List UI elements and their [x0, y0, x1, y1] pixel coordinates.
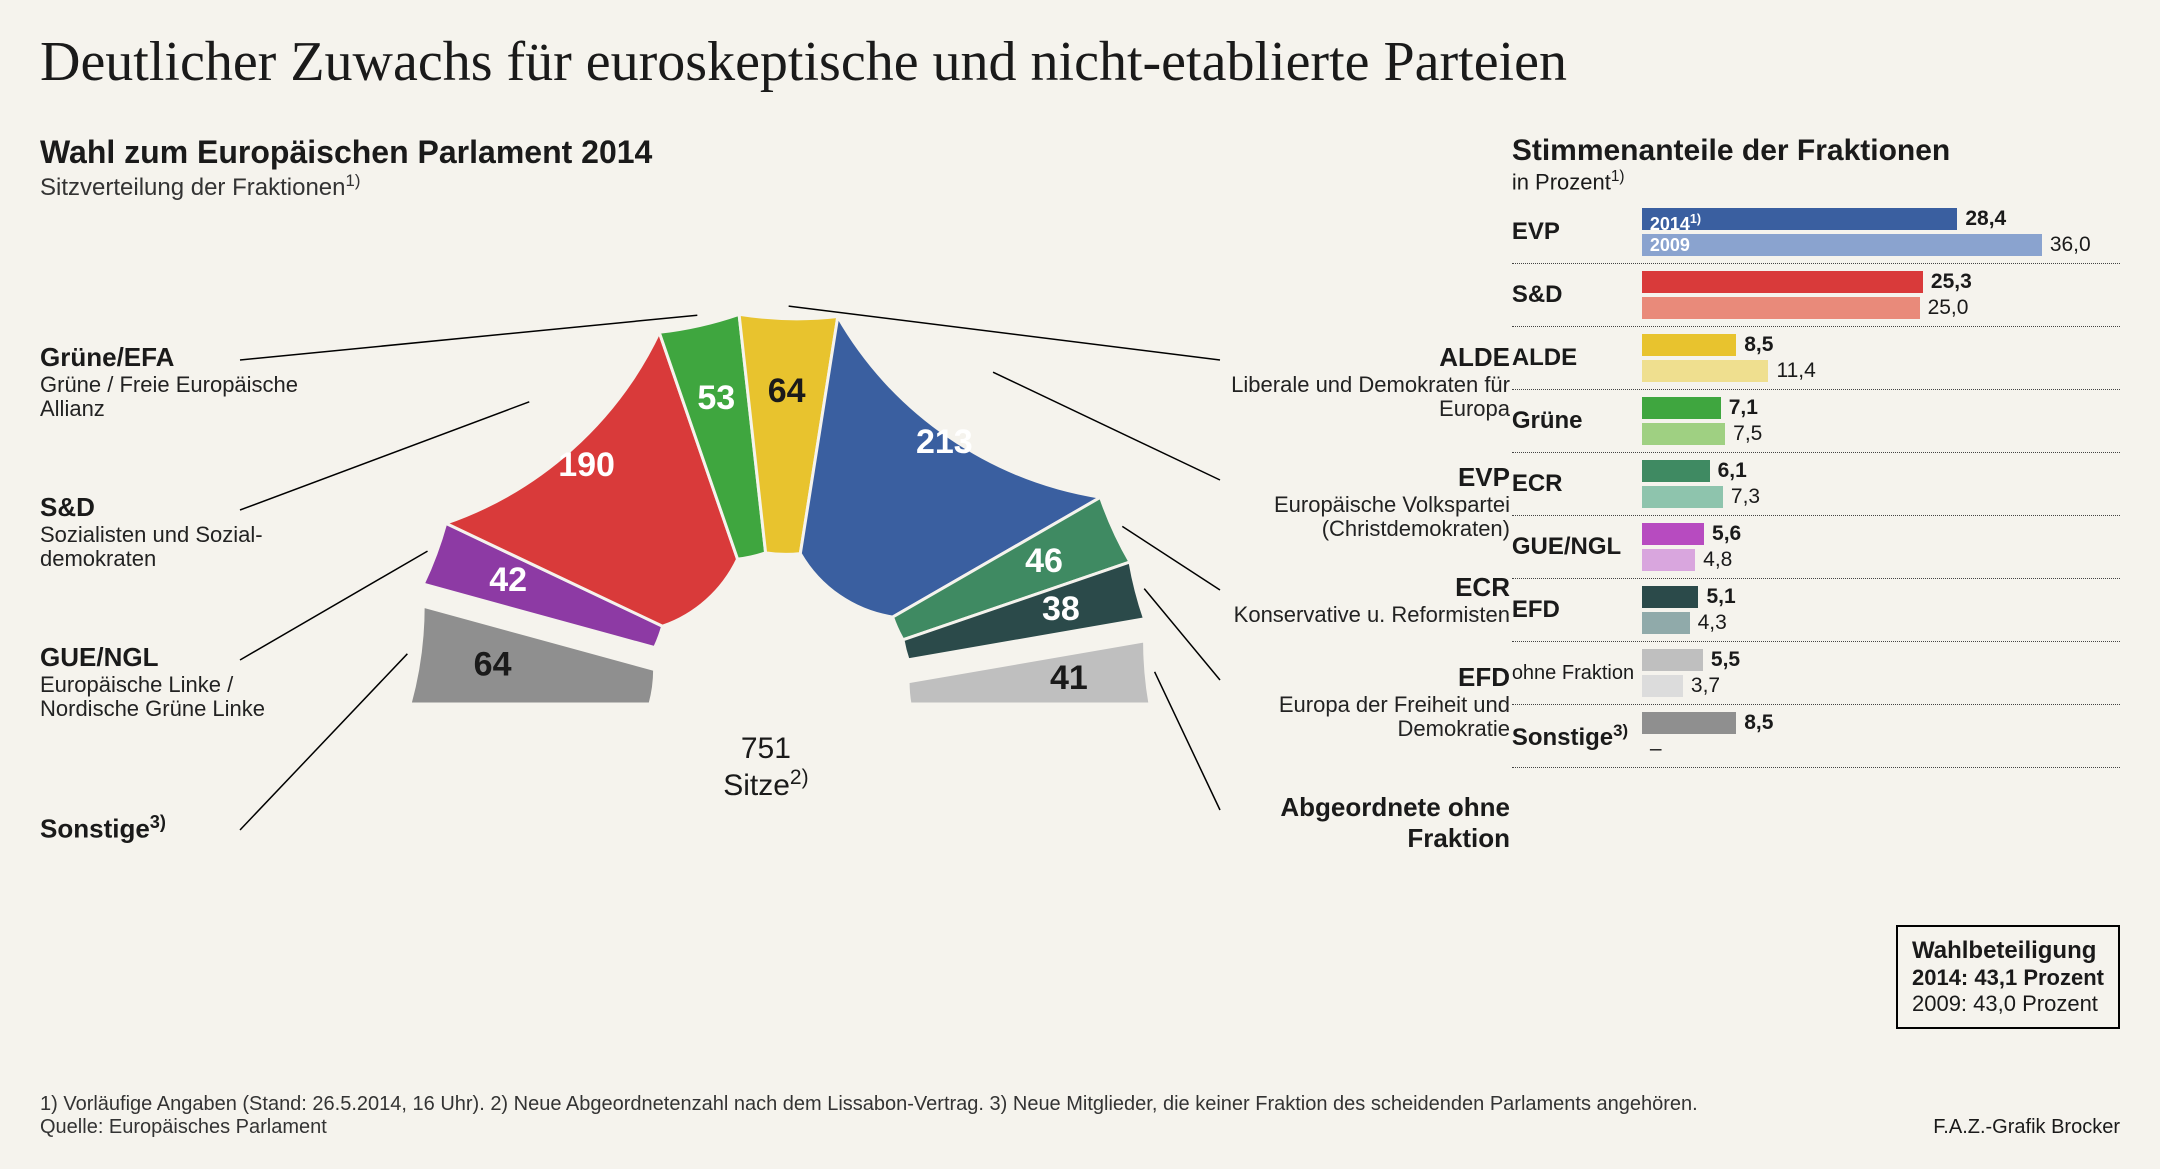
bar-row: EVP20141) 28,4 2009 36,0 [1512, 201, 2120, 264]
bar-2009 [1642, 486, 1723, 508]
bar-label: EVP [1512, 218, 1642, 246]
bar-value-2014: 5,5 [1711, 648, 1740, 672]
bar-value-2009: 25,0 [1928, 296, 1969, 320]
bar-label: ECR [1512, 470, 1642, 498]
bar-value-2014: 6,1 [1718, 459, 1747, 483]
bar-2014 [1642, 397, 1721, 419]
bar-2009 [1642, 612, 1690, 634]
bar-value-2014: 5,6 [1712, 522, 1741, 546]
bar-label: S&D [1512, 281, 1642, 309]
bar-value-2014: 8,5 [1744, 711, 1773, 735]
bar-2009 [1642, 549, 1695, 571]
bar-row: Grüne 7,17,5 [1512, 390, 2120, 453]
bar-2009 [1642, 423, 1725, 445]
bar-value-2014: 28,4 [1965, 207, 2006, 231]
bar-row: S&D 25,325,0 [1512, 264, 2120, 327]
turnout-box: Wahlbeteiligung 2014: 43,1 Prozent 2009:… [1896, 925, 2120, 1029]
bar-value-2009: 4,3 [1698, 611, 1727, 635]
bar-value-2009: 7,3 [1731, 485, 1760, 509]
bar-2014 [1642, 460, 1710, 482]
bar-2014 [1642, 586, 1699, 608]
left-subtitle: Sitzverteilung der Fraktionen1) [40, 171, 1492, 202]
bar-label: EFD [1512, 596, 1642, 624]
seat-count: 190 [558, 446, 615, 484]
bar-chart: EVP20141)28,4200936,0S&D25,325,0ALDE8,51… [1512, 201, 2120, 768]
bar-2009 [1642, 360, 1769, 382]
bar-2014 [1642, 271, 1923, 293]
bar-row: Sonstige3)8,5– [1512, 705, 2120, 768]
turnout-heading: Wahlbeteiligung [1912, 937, 2104, 965]
seat-count: 64 [474, 645, 512, 683]
bar-value-2014: 8,5 [1744, 333, 1773, 357]
bar-row: EFD 5,14,3 [1512, 579, 2120, 642]
bar-value-2009: 11,4 [1776, 359, 1815, 383]
bar-2014: 20141) [1642, 208, 1958, 230]
bar-2009: 2009 [1642, 234, 2042, 256]
bar-row: ohne Fraktion 5,53,7 [1512, 642, 2120, 705]
bar-value-2009: 36,0 [2050, 233, 2091, 257]
bar-label: ALDE [1512, 344, 1642, 372]
credit: F.A.Z.-Grafik Brocker [1933, 1116, 2120, 1139]
seat-count: 64 [768, 372, 806, 410]
seat-count: 46 [1025, 542, 1063, 580]
seat-count: 53 [697, 379, 735, 417]
hemicycle-chart: 751 Sitze2) Sonstige3)GUE/NGLEuropäische… [40, 212, 1492, 862]
bar-2009 [1642, 297, 1920, 319]
right-title: Stimmenanteile der Fraktionen [1512, 134, 2120, 168]
right-subtitle: in Prozent1) [1512, 168, 2120, 195]
bar-row: ALDE 8,511,4 [1512, 327, 2120, 390]
bar-value-2014: 25,3 [1931, 270, 1972, 294]
bar-label: ohne Fraktion [1512, 663, 1642, 683]
bar-2014 [1642, 712, 1736, 734]
seat-count: 41 [1050, 659, 1088, 697]
bar-value-2009: 7,5 [1733, 422, 1762, 446]
bar-row: GUE/NGL 5,64,8 [1512, 516, 2120, 579]
headline: Deutlicher Zuwachs für euroskeptische un… [40, 30, 2120, 94]
bar-row: ECR 6,17,3 [1512, 453, 2120, 516]
bar-2014 [1642, 523, 1704, 545]
bar-value-2014: 7,1 [1729, 396, 1758, 420]
bar-value-2014: 5,1 [1706, 585, 1735, 609]
bar-2014 [1642, 649, 1703, 671]
bar-label: Sonstige3) [1512, 721, 1642, 752]
seat-count: 213 [916, 423, 973, 461]
seat-count: 38 [1042, 590, 1080, 628]
bar-2014 [1642, 334, 1736, 356]
seat-count: 42 [489, 561, 527, 599]
bar-2009 [1642, 675, 1683, 697]
footnotes: 1) Vorläufige Angaben (Stand: 26.5.2014,… [40, 1093, 2120, 1139]
bar-value-2009: 3,7 [1691, 674, 1720, 698]
bar-label: GUE/NGL [1512, 533, 1642, 561]
bar-label: Grüne [1512, 407, 1642, 435]
left-title: Wahl zum Europäischen Parlament 2014 [40, 134, 1492, 171]
bar-value-2009: 4,8 [1703, 548, 1732, 572]
